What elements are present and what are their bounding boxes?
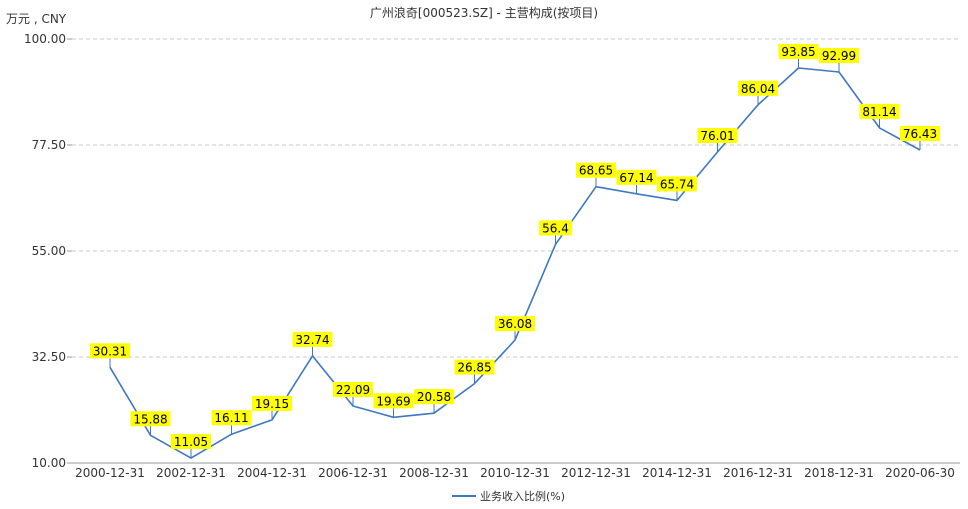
data-labels: 30.31 15.88 11.05 16.11 19.15 32.74 22.09 19.69…	[90, 43, 940, 459]
data-label-bg	[819, 48, 859, 64]
data-label-bg	[539, 220, 572, 236]
data-label: 32.74	[295, 333, 329, 347]
data-label: 11.05	[174, 435, 208, 449]
x-tick-label: 2016-12-31	[723, 466, 793, 480]
y-tick-label: 100.00	[24, 32, 66, 46]
data-label-bg	[252, 395, 292, 411]
data-label: 65.74	[660, 177, 694, 191]
data-label-bg	[130, 411, 171, 427]
data-label-bg	[454, 359, 495, 375]
data-label: 19.15	[255, 397, 289, 411]
data-label-bg	[657, 176, 697, 192]
y-tick-label: 77.50	[32, 138, 66, 152]
x-tick-label: 2004-12-31	[237, 466, 307, 480]
data-label: 15.88	[133, 412, 167, 426]
y-axis-ticks: 10.00 32.50 55.00 77.50 100.00	[24, 32, 72, 470]
data-label: 22.09	[336, 383, 370, 397]
data-label-bg	[171, 434, 211, 450]
y-tick-label: 10.00	[32, 456, 66, 470]
x-axis-ticks: 2000-12-31 2002-12-31 2004-12-31 2006-12-31…	[75, 466, 955, 480]
x-tick-label: 2010-12-31	[480, 466, 550, 480]
data-label: 68.65	[579, 164, 613, 178]
data-label: 19.69	[376, 394, 410, 408]
legend[interactable]: 业务收入比例(%)	[452, 489, 565, 503]
data-label: 86.04	[741, 82, 775, 96]
chart-title: 广州浪奇[000523.SZ] - 主营构成(按项目)	[370, 5, 598, 20]
y-tick-label: 55.00	[32, 244, 66, 258]
data-label: 56.4	[542, 221, 569, 235]
grid-lines	[72, 38, 960, 358]
x-tick-label: 2000-12-31	[75, 466, 145, 480]
x-tick-label: 2014-12-31	[642, 466, 712, 480]
unit-label: 万元 , CNY	[6, 12, 67, 26]
data-label-bg	[778, 43, 819, 59]
data-label: 16.11	[214, 411, 248, 425]
data-label-bg	[576, 162, 616, 178]
data-label: 26.85	[457, 361, 491, 375]
data-label-bg	[859, 103, 900, 119]
data-label: 20.58	[417, 390, 451, 404]
data-label-bg	[900, 126, 940, 142]
data-label-bg	[373, 393, 414, 409]
data-label-bg	[616, 169, 657, 185]
data-label: 81.14	[862, 105, 896, 119]
x-tick-label: 2018-12-31	[804, 466, 874, 480]
data-label: 36.08	[498, 317, 532, 331]
data-label-bg	[211, 410, 252, 426]
data-label: 93.85	[781, 45, 815, 59]
legend-label: 业务收入比例(%)	[480, 489, 565, 503]
data-label: 76.01	[700, 129, 734, 143]
x-tick-label: 2012-12-31	[561, 466, 631, 480]
series-line	[109, 67, 921, 459]
data-label-bg	[738, 80, 778, 96]
x-tick-label: 2020-06-30	[885, 466, 955, 480]
data-label: 92.99	[822, 49, 856, 63]
x-tick-label: 2006-12-31	[318, 466, 388, 480]
data-label: 76.43	[903, 127, 937, 141]
data-label-bg	[333, 382, 373, 398]
x-tick-label: 2002-12-31	[156, 466, 226, 480]
x-tick-label: 2008-12-31	[399, 466, 469, 480]
data-label: 67.14	[619, 171, 653, 185]
data-label-bg	[414, 389, 454, 405]
series-layer	[109, 67, 921, 459]
data-label-bg	[292, 331, 333, 347]
data-label-bg	[697, 128, 738, 144]
data-label-bg	[90, 343, 130, 359]
y-tick-label: 32.50	[32, 350, 66, 364]
data-label: 30.31	[93, 344, 127, 358]
data-label-bg	[495, 316, 535, 332]
